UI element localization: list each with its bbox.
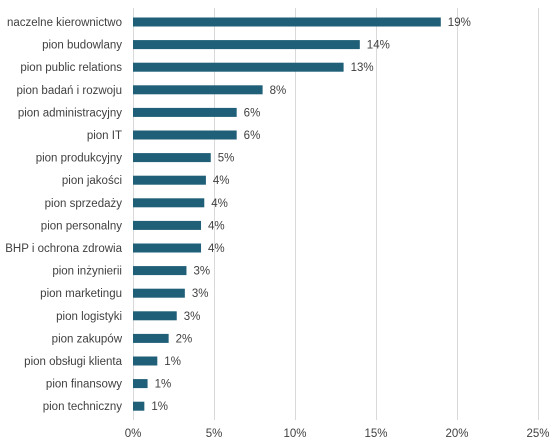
bar [133,153,211,163]
x-tick-label: 0% [125,428,142,440]
category-label: pion administracyjny [18,107,122,119]
category-labels: naczelne kierownictwo pion budowlany pion … [5,17,122,413]
category-label: pion finansowy [46,379,122,391]
data-label: 3% [184,311,201,323]
bar [133,220,202,230]
category-label: pion produkcyjny [36,153,123,165]
bar [133,85,263,95]
category-label: pion obsługi klienta [24,356,122,368]
bar [133,175,206,185]
value-labels: 19% 14% 13% 8% 6% 6% 5% 4% 4% 4% 4% 3% 3% 3% 2% 1% 1% 1% [151,17,470,413]
data-label: 19% [448,17,471,29]
data-label: 5% [218,153,235,165]
grid-layer [133,8,539,420]
category-label: pion public relations [20,62,122,74]
data-label: 6% [244,107,261,119]
x-tick-label: 20% [445,428,468,440]
x-tick-label: 5% [206,428,223,440]
data-label: 4% [211,198,228,210]
x-tick-label: 10% [283,428,306,440]
category-label: pion logistyki [56,311,122,323]
bar-layer [133,17,441,411]
data-label: 3% [193,266,210,278]
category-label: naczelne kierownictwo [7,17,122,29]
category-label: pion marketingu [40,288,122,300]
category-label: pion zakupów [52,333,123,345]
bar [133,107,237,117]
bar [133,130,237,140]
bar [133,401,145,411]
data-label: 4% [213,175,230,187]
x-tick-label: 15% [364,428,387,440]
bar [133,40,360,50]
bar [133,379,148,389]
bar [133,333,169,343]
bar [133,243,202,253]
data-label: 14% [367,40,390,52]
data-label: 4% [208,243,225,255]
x-tick-label: 25% [526,428,549,440]
data-label: 2% [176,333,193,345]
bar [133,311,177,321]
data-label: 6% [244,130,261,142]
category-label: pion IT [87,130,122,142]
data-label: 4% [208,220,225,232]
data-label: 8% [270,85,287,97]
category-label: pion badań i rozwoju [17,85,123,97]
data-label: 3% [192,288,209,300]
bar [133,266,187,276]
data-label: 1% [155,379,172,391]
bar [133,17,441,27]
category-label: BHP i ochrona zdrowia [5,243,122,255]
x-axis-tick-labels: 0% 5% 10% 15% 20% 25% [125,428,550,440]
category-label: pion inżynierii [52,266,122,278]
category-label: pion sprzedaży [45,198,123,210]
bar [133,288,185,298]
bar [133,62,344,72]
category-label: pion budowlany [42,40,122,52]
data-label: 13% [351,62,374,74]
category-label: pion jakości [62,175,122,187]
category-label: pion personalny [41,220,122,232]
category-label: pion techniczny [43,401,123,413]
bar [133,356,158,366]
data-label: 1% [164,356,181,368]
data-label: 1% [151,401,168,413]
bar [133,198,205,208]
